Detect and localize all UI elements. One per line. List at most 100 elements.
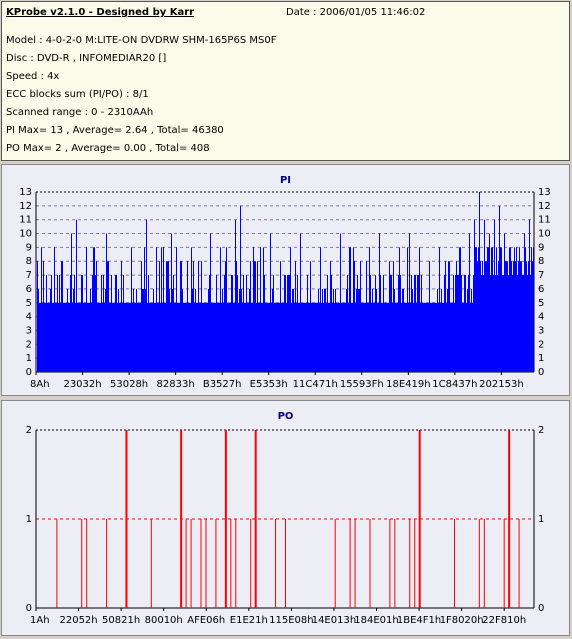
pi-bar	[230, 302, 231, 372]
pi-bar	[46, 275, 47, 372]
x-tick-label: 50821h	[102, 615, 140, 626]
pi-chart-title: PI	[279, 175, 292, 186]
pi-bar	[168, 261, 169, 372]
pi-bar	[509, 247, 510, 372]
ecc-line: ECC blocks sum (PI/PO) : 8/1	[6, 89, 149, 100]
pi-bar	[225, 261, 226, 372]
pi-bar	[357, 275, 358, 372]
pi-bar	[320, 247, 321, 372]
pi-bar	[161, 247, 162, 372]
pi-bar	[117, 302, 118, 372]
pi-bar	[217, 302, 218, 372]
pi-bar	[484, 219, 485, 372]
pi-bar	[131, 247, 132, 372]
pi-bar	[259, 302, 260, 372]
pi-bar	[250, 261, 251, 372]
pi-bar	[38, 288, 39, 372]
y-tick-label-left: 12	[19, 201, 32, 212]
pi-bar	[103, 275, 104, 372]
pi-bar	[274, 302, 275, 372]
pi-bar	[403, 288, 404, 372]
pi-bar	[61, 261, 62, 372]
pi-bar	[436, 302, 437, 372]
pi-bar	[339, 302, 340, 372]
pi-bar	[481, 275, 482, 372]
pi-bar	[482, 261, 483, 372]
pi-bar	[379, 233, 380, 372]
pi-bar	[124, 302, 125, 372]
pi-bar	[423, 302, 424, 372]
pi-bar	[345, 302, 346, 372]
pi-bar	[412, 288, 413, 372]
pi-bar	[185, 302, 186, 372]
pi-bar	[263, 247, 264, 372]
pi-bar	[57, 275, 58, 372]
pi-bar	[283, 302, 284, 372]
pi-bar	[253, 247, 254, 372]
pi-bar	[364, 302, 365, 372]
pi-bar	[297, 275, 298, 372]
pi-bar	[522, 275, 523, 372]
pi-bar	[524, 233, 525, 372]
pi-bar	[515, 261, 516, 372]
pi-bar	[409, 233, 410, 372]
x-tick-label: 15593Fh	[340, 379, 384, 390]
pi-bar	[383, 275, 384, 372]
pi-bar	[501, 247, 502, 372]
pi-bar	[182, 288, 183, 372]
pi-bar	[309, 302, 310, 372]
pi-bar	[351, 302, 352, 372]
pi-bar	[502, 275, 503, 372]
pi-bar	[81, 275, 82, 372]
pi-bar	[479, 192, 480, 372]
pi-bar	[133, 288, 134, 372]
info-panel: KProbe v2.1.0 - Designed by Karr Date : …	[1, 1, 570, 161]
x-tick-label: B3527h	[203, 379, 242, 390]
pi-bar	[385, 302, 386, 372]
pi-bar	[456, 261, 457, 372]
pi-bar	[176, 247, 177, 372]
pi-bar	[212, 302, 213, 372]
y-tick-label-right: 6	[538, 284, 544, 295]
pi-bar	[106, 233, 107, 372]
pi-bar	[506, 261, 507, 372]
pi-bar	[62, 261, 63, 372]
pi-bar	[322, 288, 323, 372]
y-tick-label-right: 12	[538, 201, 551, 212]
pi-bar	[207, 302, 208, 372]
y-tick-label-right: 10	[538, 229, 551, 240]
pi-bar	[472, 302, 473, 372]
pi-bar	[426, 302, 427, 372]
pi-bar	[455, 275, 456, 372]
pi-bar	[109, 302, 110, 372]
y-tick-label-left: 7	[26, 270, 32, 281]
pi-bar	[277, 302, 278, 372]
pi-bar	[468, 275, 469, 372]
pi-bar	[321, 302, 322, 372]
pi-bar	[503, 275, 504, 372]
y-tick-label-right: 1	[538, 353, 544, 364]
pi-bar	[144, 247, 145, 372]
pi-bar	[432, 302, 433, 372]
pi-bar	[60, 302, 61, 372]
y-tick-label-right: 11	[538, 215, 551, 226]
pi-bar	[275, 302, 276, 372]
pi-bar	[99, 302, 100, 372]
pi-bar	[290, 247, 291, 372]
pi-bar	[63, 302, 64, 372]
pi-bar	[496, 247, 497, 372]
pi-bar	[498, 261, 499, 372]
pi-bar	[306, 302, 307, 372]
pi-bar	[442, 302, 443, 372]
pi-bar	[276, 302, 277, 372]
y-tick-label-left: 1	[26, 353, 32, 364]
pi-bar	[487, 247, 488, 372]
pi-bar	[475, 247, 476, 372]
pi-bar	[356, 288, 357, 372]
pi-bar	[335, 288, 336, 372]
pi-bar	[294, 302, 295, 372]
pi-bar	[381, 302, 382, 372]
pi-bar	[529, 219, 530, 372]
pi-bar	[288, 275, 289, 372]
pi-bar	[141, 261, 142, 372]
